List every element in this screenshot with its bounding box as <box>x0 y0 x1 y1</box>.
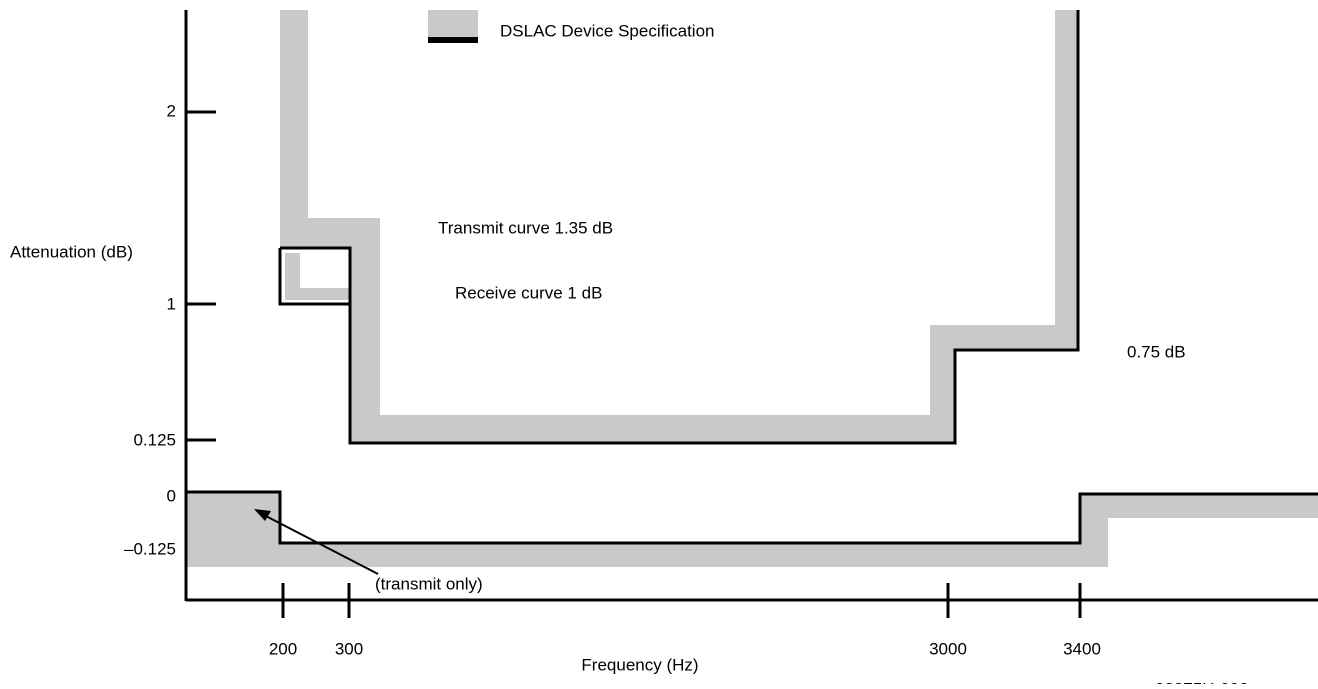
y-tick-label: –0.125 <box>124 539 176 558</box>
x-tick-label: 3000 <box>929 639 967 658</box>
x-tick-label: 200 <box>269 639 297 658</box>
x-axis-label: Frequency (Hz) <box>581 655 698 674</box>
figure-id: 08875H-008 <box>1155 679 1249 684</box>
y-tick-label: 0 <box>167 486 176 505</box>
y-axis-label: Attenuation (dB) <box>10 242 133 261</box>
arrow-head <box>254 509 271 521</box>
receive-band <box>285 253 350 300</box>
annotation: Receive curve 1 dB <box>455 283 602 302</box>
y-tick-label: 2 <box>167 101 176 120</box>
y-tick-label: 0.125 <box>133 430 176 449</box>
arrow-shaft <box>261 513 379 575</box>
x-tick-label: 3400 <box>1063 639 1101 658</box>
legend-swatch-line <box>428 37 478 43</box>
legend-swatch-band <box>428 10 478 38</box>
annotation: (transmit only) <box>375 574 483 593</box>
annotation: Transmit curve 1.35 dB <box>438 218 613 237</box>
upper-spec-line <box>280 10 1080 445</box>
annotation: 0.75 dB <box>1127 342 1186 361</box>
x-tick-label: 300 <box>335 639 363 658</box>
lower-band <box>186 493 1318 567</box>
legend-label: DSLAC Device Specification <box>500 21 714 40</box>
y-tick-label: 1 <box>167 294 176 313</box>
lower-spec-line <box>186 490 1318 545</box>
receive-spec-line <box>278 248 350 306</box>
transmit-band <box>280 10 1078 443</box>
